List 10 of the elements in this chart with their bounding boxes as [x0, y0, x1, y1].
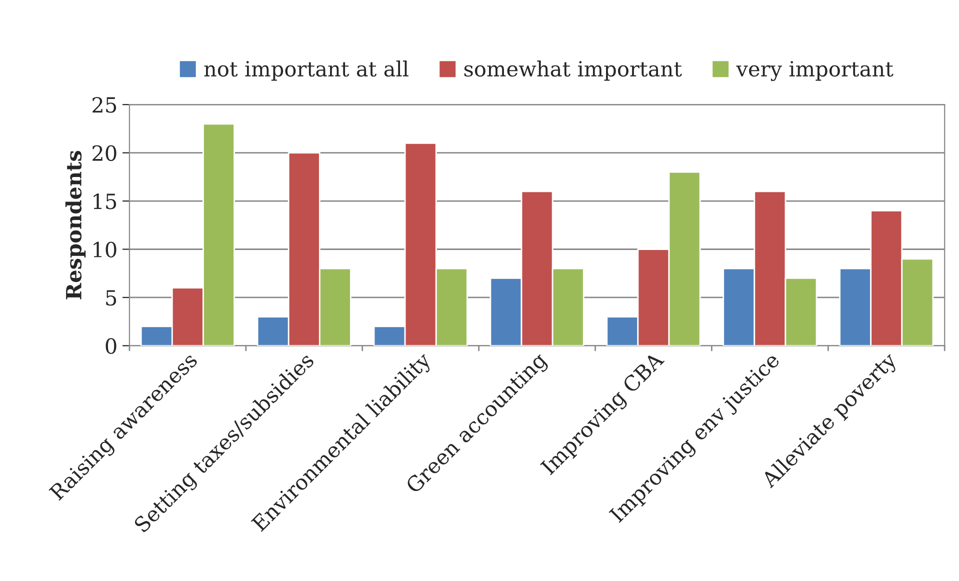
legend-label: somewhat important: [464, 60, 682, 81]
y-tick-label: 5: [106, 290, 116, 306]
legend-label: not important at all: [204, 60, 408, 81]
y-tick-label: 25: [92, 97, 116, 113]
legend-label: very important: [736, 61, 894, 82]
y-tick-label: 10: [94, 242, 116, 258]
y-axis-title: Respondents: [65, 150, 86, 300]
y-tick-label: 0: [106, 338, 116, 354]
y-tick-label: 20: [92, 145, 116, 162]
y-tick-label: 15: [94, 193, 116, 210]
